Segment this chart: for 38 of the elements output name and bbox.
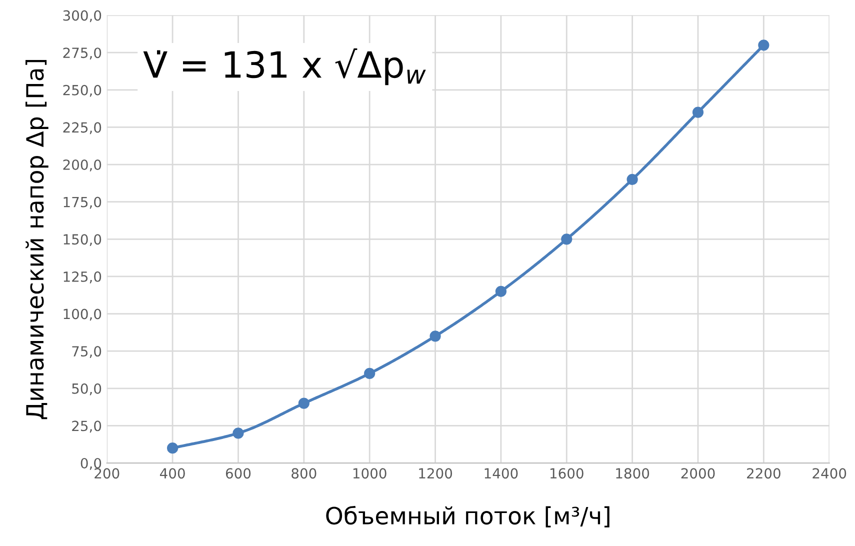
annotation: V̇ = 131 x √Δp$_{w}$ [143,48,426,86]
x-tick-label: 1400 [484,468,518,479]
point [626,174,638,186]
x-tick-label: 1200 [419,468,452,479]
x-tick-label: 800 [292,468,316,479]
point [167,442,178,454]
point [430,330,441,342]
y-tick-label: 275,0 [63,48,102,60]
point [298,398,310,409]
x-tick-label: 400 [160,468,185,479]
y-tick-label: 200,0 [63,159,102,172]
y-tick-label: 225,0 [63,122,102,134]
y-tick-label: 150,0 [64,234,102,246]
point [758,40,770,51]
x-tick-label: 600 [226,468,251,479]
x-axis-title: Объемный поток [м³/ч] [326,506,610,528]
point [561,234,572,245]
x-tick-label: 2200 [747,468,780,479]
x-tick-label: 1800 [616,468,650,479]
y-tick-label: 100,0 [64,308,102,321]
y-axis-title: Динамический напор Δp [Па] [26,60,48,420]
x-tick-label: 200 [94,468,120,479]
y-tick-label: 175,0 [64,196,102,209]
y-tick-label: 75,0 [72,346,102,358]
y-tick-label: 125,0 [64,271,102,284]
point [232,428,244,439]
x-tick-label: 2400 [812,468,846,479]
y-tick-label: 50,0 [72,383,102,396]
y-tick-label: 250,0 [63,84,102,97]
x-tick-label: 2000 [681,468,715,479]
point [364,368,376,380]
y-tick-label: 25,0 [72,420,102,433]
y-tick-label: 0,0 [80,458,102,470]
point [692,106,704,118]
x-tick-label: 1000 [353,468,386,479]
point [495,286,507,297]
y-tick-label: 300,0 [63,10,102,22]
x-tick-label: 1600 [550,468,584,479]
